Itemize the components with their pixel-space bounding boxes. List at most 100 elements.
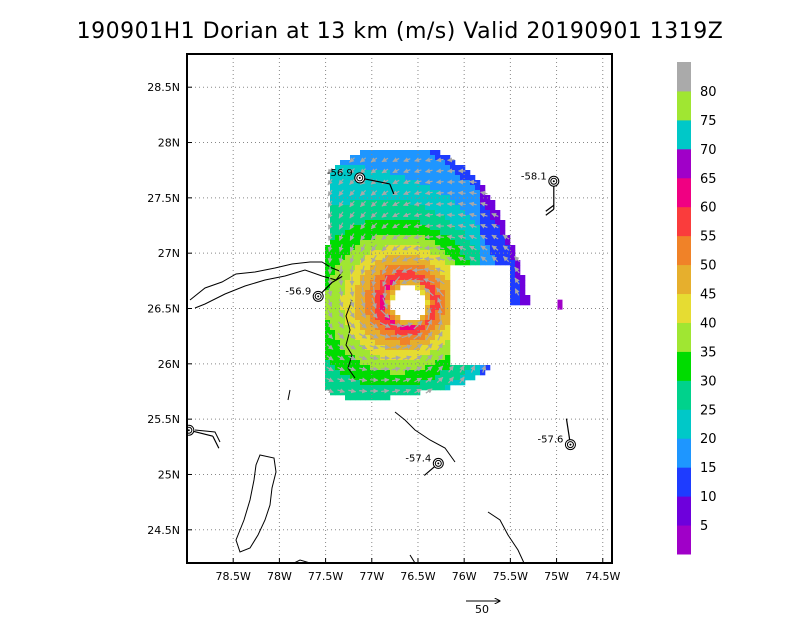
wind-cell [430, 160, 436, 166]
wind-cell [410, 335, 416, 341]
wind-vector [327, 167, 333, 175]
wind-cell [335, 190, 341, 196]
wind-vector [381, 233, 389, 241]
wind-cell [345, 375, 351, 381]
wind-cell [505, 260, 511, 266]
wind-vector [360, 276, 366, 287]
wind-cell [365, 230, 371, 236]
wind-cell [395, 380, 401, 386]
wind-cell [420, 345, 426, 351]
wind-cell [445, 280, 451, 286]
colorbar-label: 65 [700, 172, 717, 187]
wind-cell [400, 180, 406, 186]
wind-cell [400, 360, 406, 366]
wind-cell [455, 165, 461, 171]
wind-cell [365, 310, 371, 316]
wind-cell [400, 175, 406, 181]
wind-cell [385, 170, 391, 176]
colorbar-swatch [677, 206, 691, 237]
wind-cell [335, 205, 341, 211]
wind-cell [355, 195, 361, 201]
wind-cell [355, 270, 361, 276]
wind-cell [385, 300, 391, 306]
wind-cell [410, 225, 416, 231]
wind-cell [460, 260, 466, 266]
wind-cell [425, 380, 431, 386]
wind-cell [360, 380, 366, 386]
wind-cell [450, 165, 456, 171]
wind-vector [426, 307, 432, 320]
wind-cell [420, 155, 426, 161]
wind-cell [335, 265, 341, 271]
wind-vector [403, 201, 411, 207]
wind-cell [415, 250, 421, 256]
wind-cell [420, 205, 426, 211]
wind-cell [365, 335, 371, 341]
wind-cell [425, 205, 431, 211]
wind-cell [425, 215, 431, 221]
wind-cell [395, 285, 401, 291]
wind-cell [400, 200, 406, 206]
wind-cell [325, 295, 331, 301]
wind-vector [468, 212, 477, 218]
wind-cell [410, 205, 416, 211]
wind-cell [335, 220, 341, 226]
wind-cell [335, 325, 341, 331]
wind-vector [392, 223, 400, 229]
wind-cell [400, 170, 406, 176]
wind-cell [385, 320, 391, 326]
wind-cell [440, 175, 446, 181]
wind-cell [445, 340, 451, 346]
wind-cell [405, 185, 411, 191]
wind-cell [370, 365, 376, 371]
wind-cell [420, 315, 426, 321]
wind-cell [425, 295, 431, 301]
wind-cell [365, 245, 371, 251]
wind-cell [410, 350, 416, 356]
colorbar-label: 35 [700, 345, 717, 360]
wind-cell [390, 325, 396, 331]
wind-cell [515, 300, 521, 306]
wind-cell [440, 160, 446, 166]
wind-cell [355, 220, 361, 226]
wind-cell [380, 275, 386, 281]
wind-cell [410, 180, 416, 186]
wind-cell [445, 330, 451, 336]
wind-cell [420, 170, 426, 176]
wind-vector [359, 321, 367, 329]
wind-vector [360, 298, 366, 308]
wind-cell [355, 185, 361, 191]
wind-cell [455, 235, 461, 241]
wind-vector [402, 366, 412, 372]
wind-cell [440, 320, 446, 326]
wind-cell [495, 240, 501, 246]
wind-cell [330, 170, 336, 176]
wind-cell [400, 275, 406, 281]
wind-vector [338, 310, 344, 319]
wind-cell [345, 190, 351, 196]
wind-cell [355, 335, 361, 341]
wind-cell [420, 165, 426, 171]
wind-cell [435, 270, 441, 276]
wind-cell [455, 205, 461, 211]
wind-cell [415, 185, 421, 191]
wind-vector [337, 366, 345, 372]
wind-cell [410, 270, 416, 276]
wind-cell [345, 340, 351, 346]
wind-vector [371, 297, 377, 309]
wind-vector [457, 201, 466, 207]
wind-cell [440, 275, 446, 281]
wind-cell [355, 360, 361, 366]
wind-cell [440, 170, 446, 176]
wind-cell [325, 385, 331, 391]
wind-vector [425, 331, 433, 341]
wind-cell [345, 180, 351, 186]
wind-cell [425, 360, 431, 366]
wind-vector [423, 278, 435, 284]
wind-vector [371, 275, 377, 287]
wind-vector [448, 376, 454, 384]
y-axis-ticks: 28.5N 28N 27.5N 27N 26.5N 26N 25.5N 25N 24.5N [147, 81, 192, 537]
wind-cell [390, 205, 396, 211]
wind-cell [365, 265, 371, 271]
wind-cell [410, 385, 416, 391]
